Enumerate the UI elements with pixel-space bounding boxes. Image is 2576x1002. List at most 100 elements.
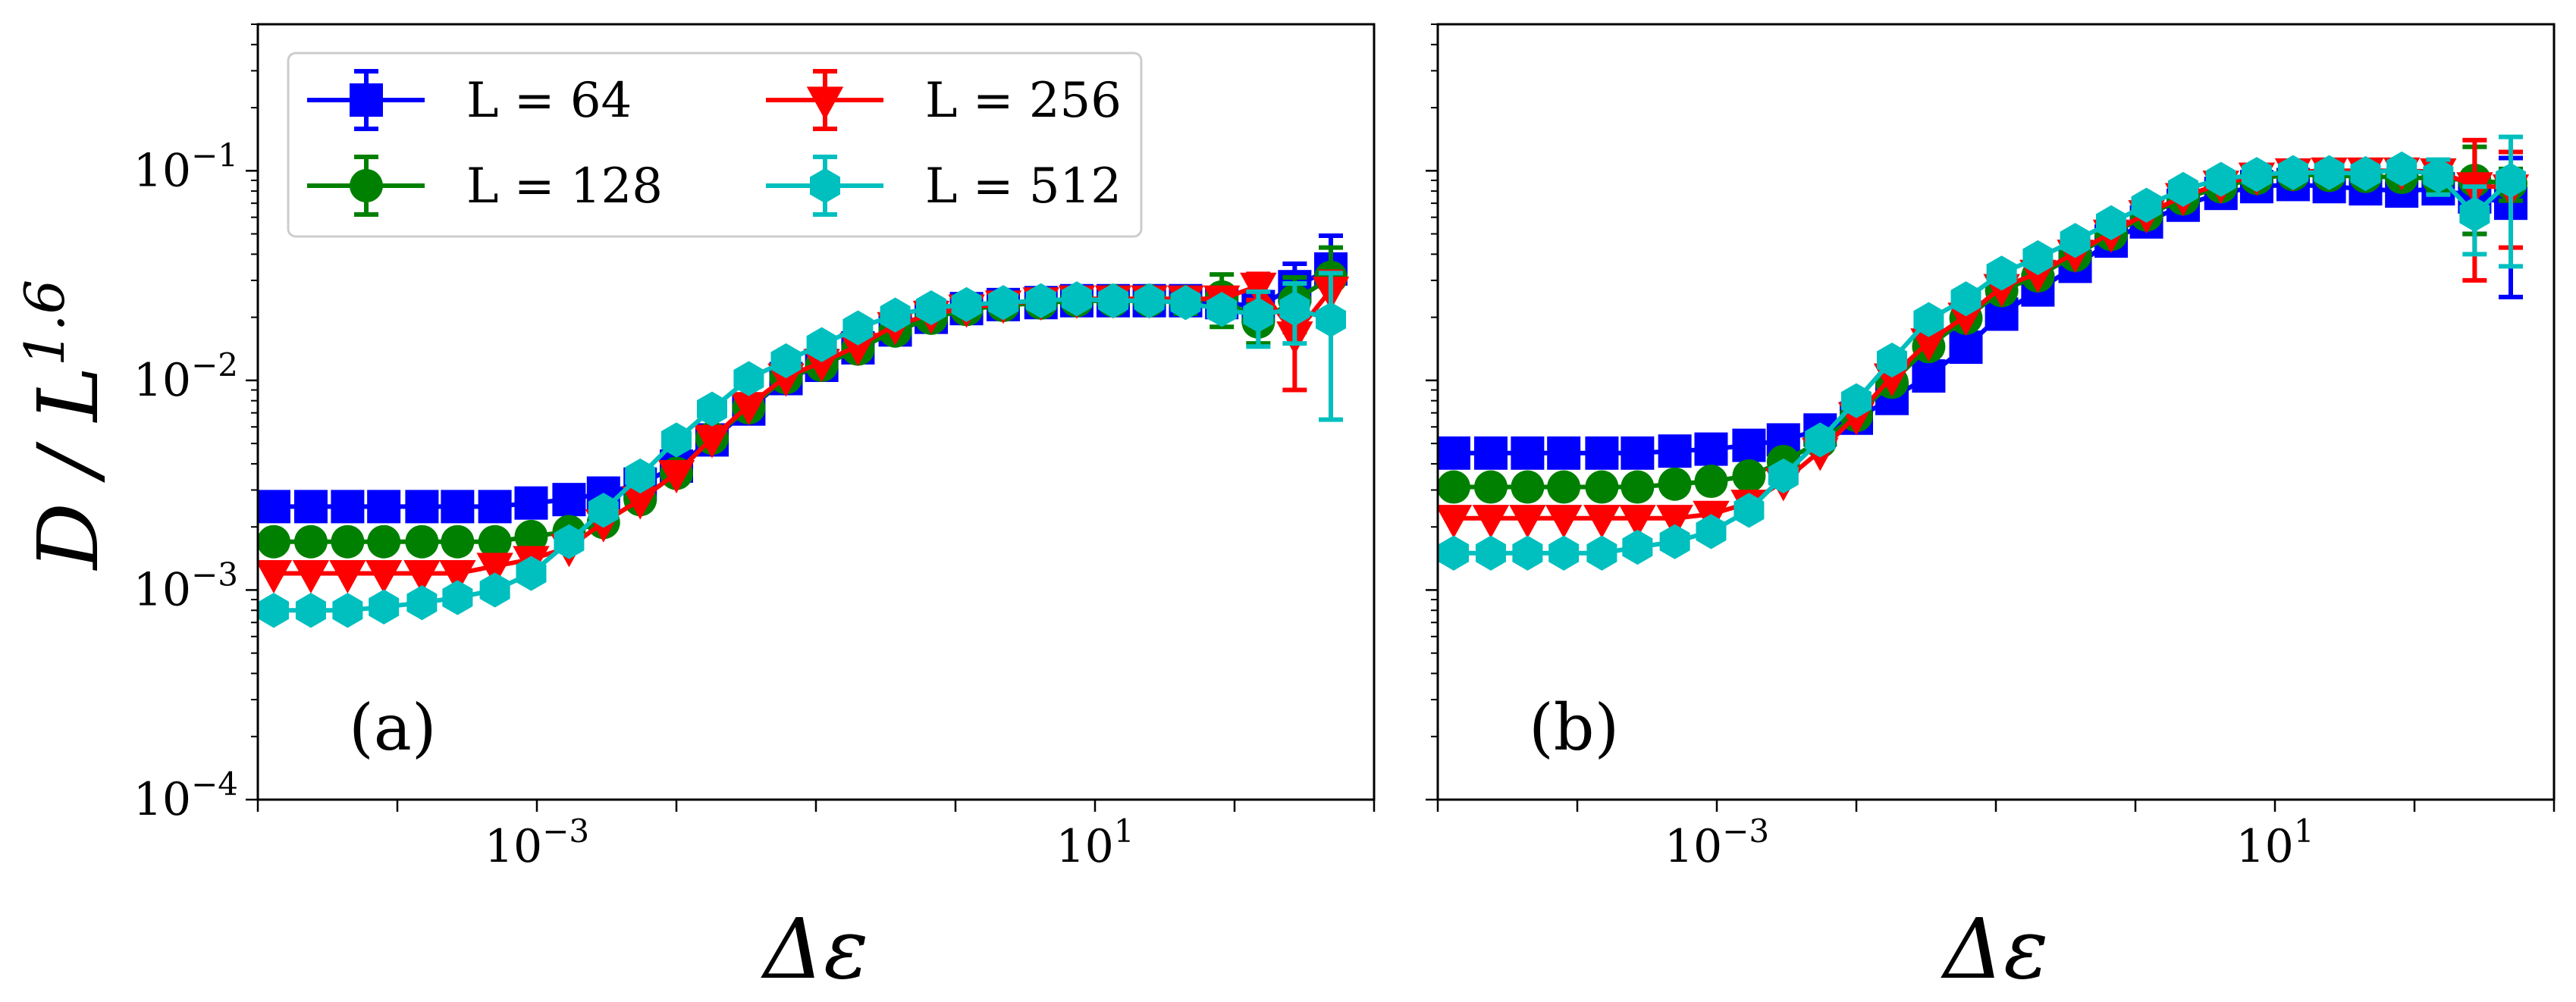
data-point [1805,422,1836,458]
data-point [1509,505,1546,539]
data-point [442,580,473,615]
data-point [441,524,475,559]
data-point [2205,161,2236,197]
data-point [405,490,439,524]
data-point [1659,524,1690,559]
data-point [1061,281,1092,317]
legend-entry: L = 128 [307,155,663,217]
x-axis-title: Δε [1941,900,2048,997]
data-point [350,169,383,202]
data-point [730,392,767,426]
data-point [2495,162,2527,199]
data-point [1656,505,1693,539]
data-point [842,310,874,346]
data-point [292,559,330,593]
data-point [2022,240,2054,276]
data-point [258,524,290,559]
data-point [1240,272,1277,306]
data-point [1732,459,1766,493]
legend-entry: L = 64 [307,69,632,131]
data-point [1548,535,1580,571]
data-point [770,343,802,379]
panel-b: 10−3 101 (b) Δε [1426,23,2556,997]
data-point [1511,436,1545,470]
data-point [1315,302,1347,337]
legend-label: L = 128 [466,158,663,214]
data-point [1475,535,1506,571]
data-point [1619,505,1656,539]
data-point [1913,302,1944,337]
legend: L = 64 L = 128 L = 256 L = 512 [287,52,1143,238]
data-point [1732,428,1766,462]
data-point [1910,328,1947,362]
data-point [406,585,438,621]
data-point [554,524,585,559]
data-point [1472,505,1510,539]
data-point [295,593,326,628]
legend-label: L = 256 [925,73,1122,129]
x-tick-label: 10−3 [1665,813,1769,873]
data-point [478,490,512,524]
data-point [2060,223,2091,258]
data-point [514,519,548,553]
data-point [441,490,475,524]
data-point [2459,196,2490,232]
legend-entry: L = 256 [766,69,1122,131]
data-point [1840,383,1872,418]
data-point [1694,432,1728,466]
data-point [1243,297,1274,333]
data-point [439,559,476,593]
legend-label: L = 64 [466,73,632,129]
y-axis-title: D / L1.6 [13,280,117,571]
x-tick-label: 10−3 [485,813,589,873]
data-point [1621,470,1655,504]
data-point [2168,171,2199,207]
data-point [806,86,844,121]
data-point [1586,535,1617,571]
data-point [331,524,365,559]
data-point [329,559,366,593]
data-point [1658,467,1692,501]
data-point [1438,505,1473,539]
figure-labels: D / L1.6 [13,280,117,571]
data-point [1694,465,1728,499]
data-point [1025,283,1056,318]
data-point [1511,470,1545,504]
data-point [1986,255,2017,291]
data-point [622,486,659,520]
data-point [293,490,328,524]
panel-label: (a) [349,690,437,765]
data-point [516,556,547,591]
legend-frame [287,52,1143,238]
data-point [839,332,877,366]
legend-entry: L = 512 [766,155,1122,217]
data-point [1912,359,1946,393]
data-point [1583,505,1621,539]
y-tick-label: 10−3 [133,556,238,616]
data-point [2423,158,2454,193]
data-point [478,524,512,559]
data-point [1279,291,1310,327]
data-point [1734,493,1765,528]
data-point [1696,514,1727,550]
data-point [1438,535,1469,571]
data-point [1473,470,1508,504]
data-point [514,486,548,520]
data-point [1949,330,1983,365]
data-point [365,559,403,593]
data-point [1585,470,1619,504]
panel-a: 10−4 10−3 10−2 10−1 10−3 101 (a) Δε L = 64 L = 12… [133,23,1376,997]
data-point [2277,155,2308,190]
data-point [258,559,293,593]
y-tick-label: 10−1 [133,136,238,197]
data-point [2095,205,2127,240]
data-point [1621,436,1655,470]
data-point [258,490,290,524]
data-point [258,593,289,628]
data-point [367,524,401,559]
x-tick-label: 101 [2236,813,2314,873]
data-point [1512,535,1543,571]
plot-frame [256,23,1376,801]
data-point [350,83,383,117]
data-point [479,572,510,608]
